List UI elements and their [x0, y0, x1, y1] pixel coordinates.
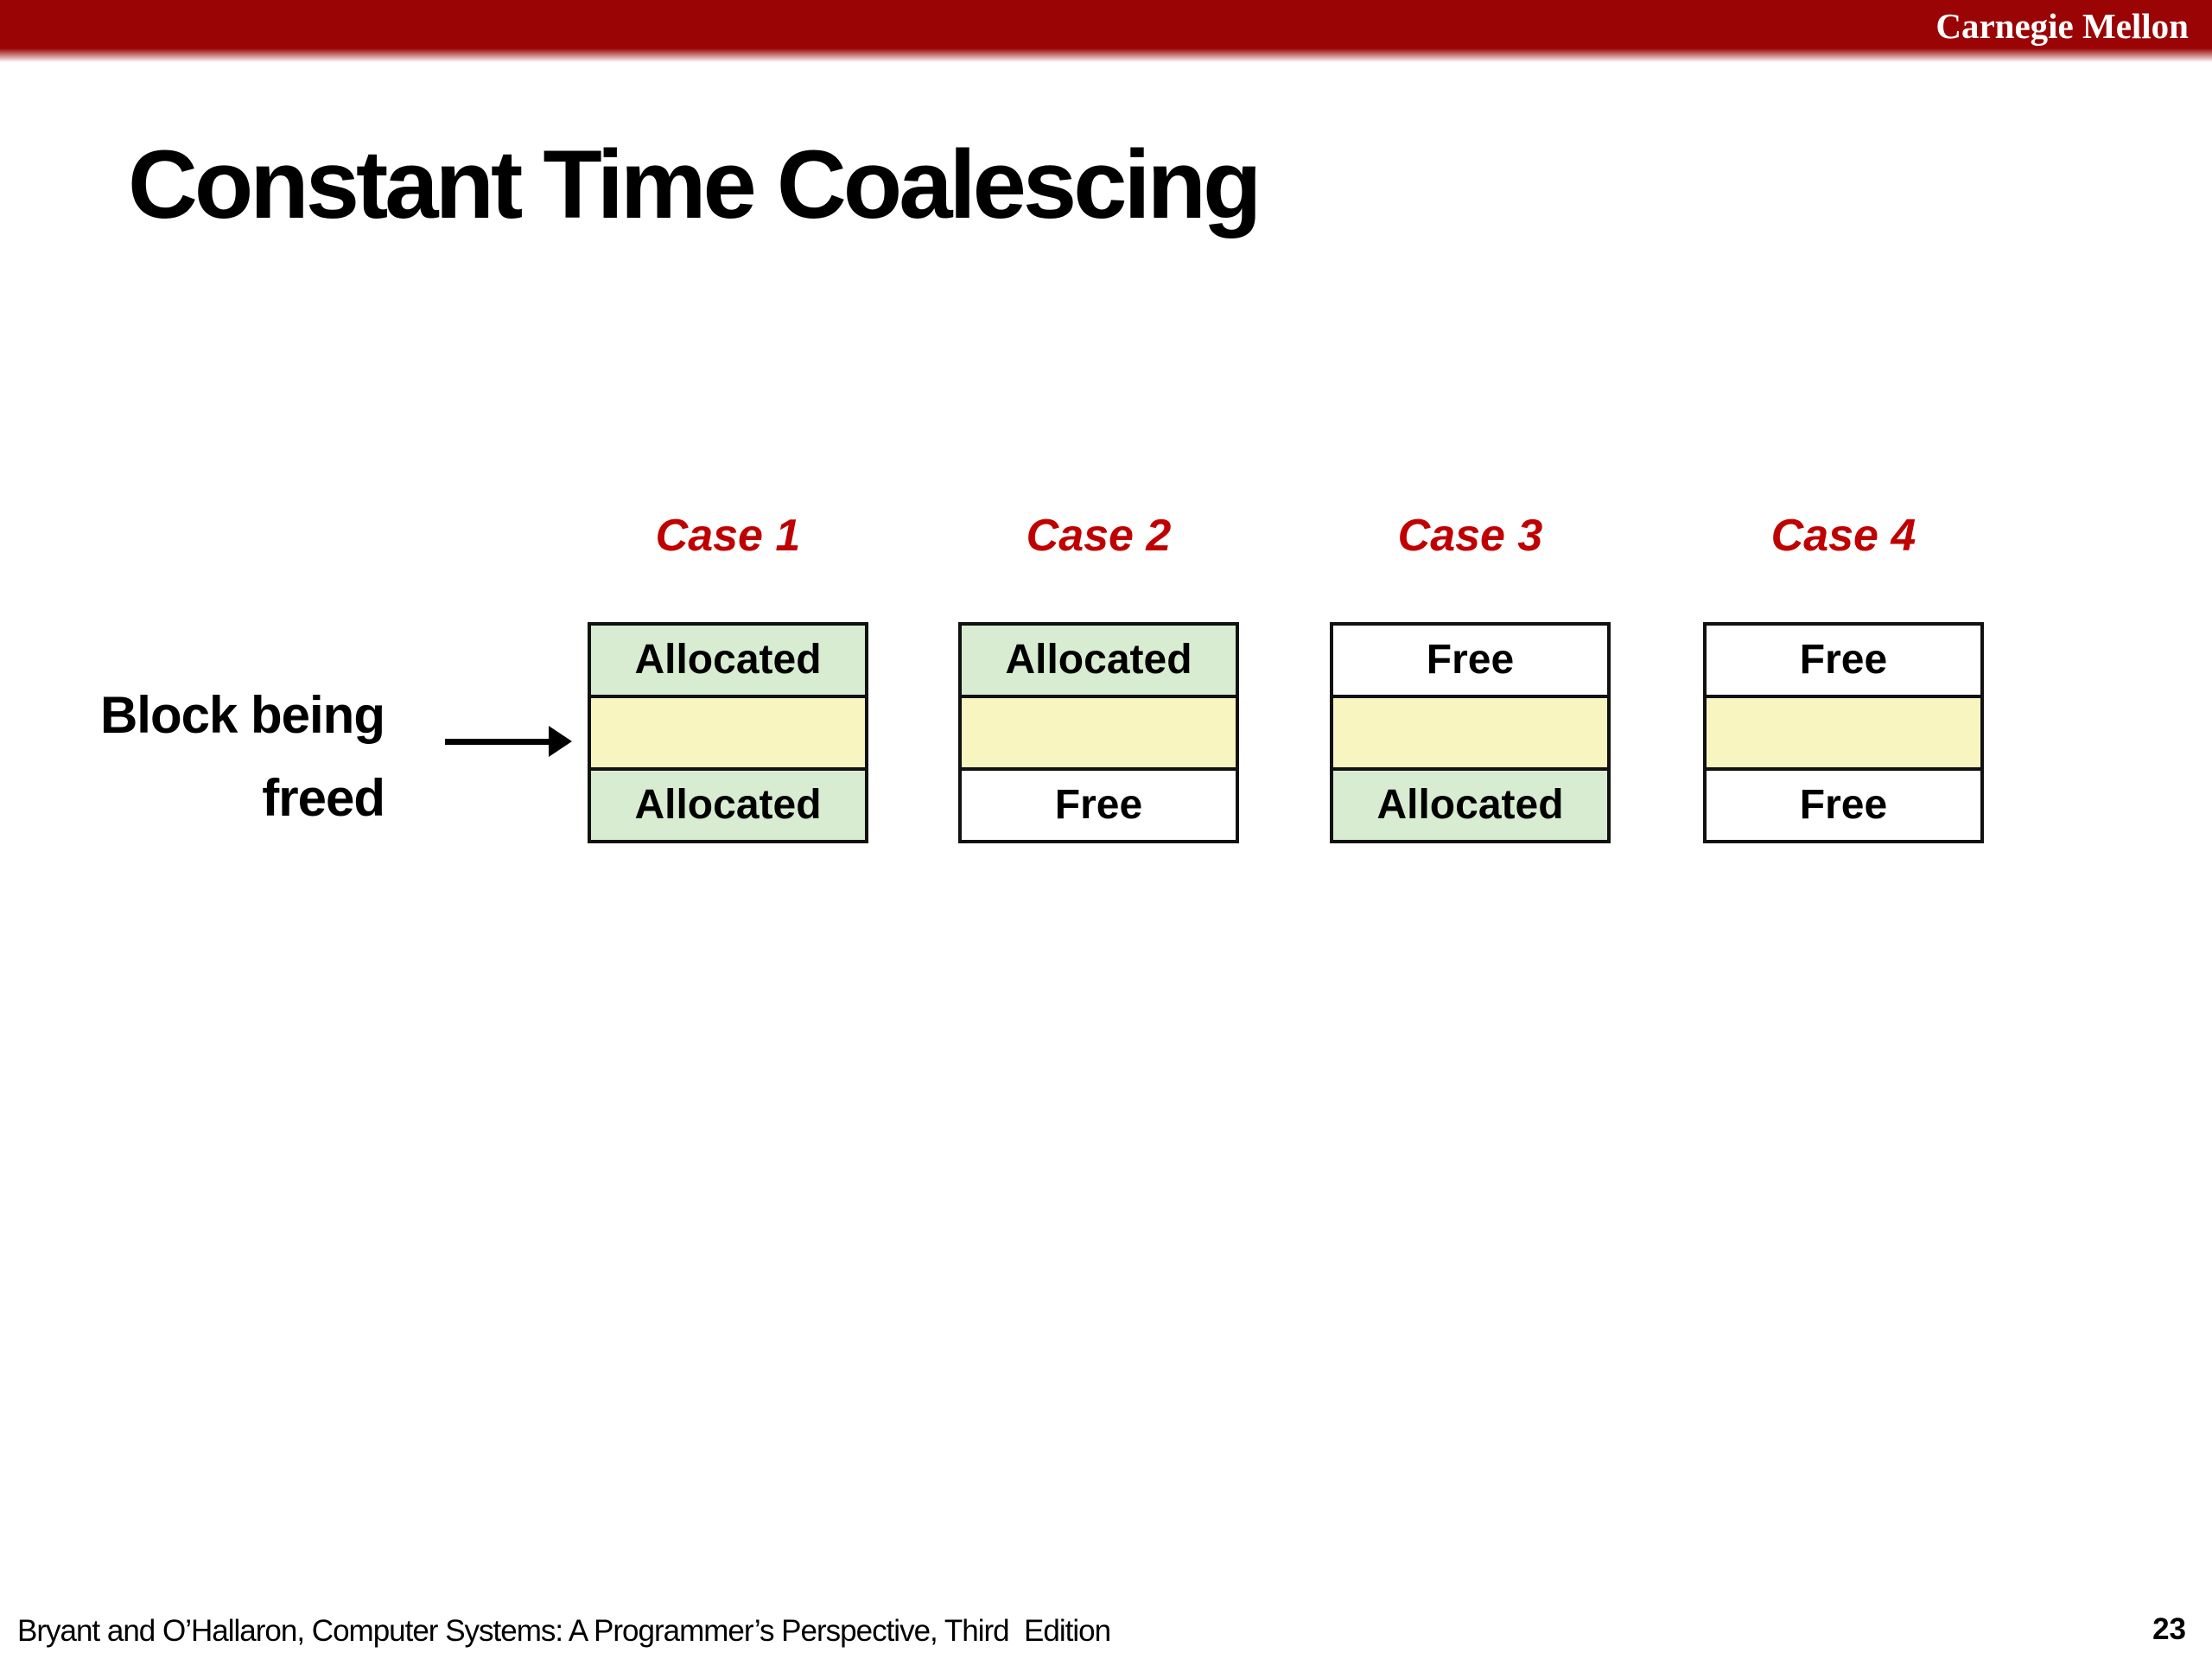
case-4-row-next: Free: [1707, 767, 1980, 840]
case-1-title: Case 1: [655, 511, 801, 561]
case-3-row-prev: Free: [1333, 626, 1607, 695]
page-title: Constant Time Coalescing: [128, 130, 1262, 238]
case-4-title: Case 4: [1770, 511, 1916, 561]
block-being-freed-line1: Block being: [99, 686, 385, 744]
arrow-head-icon: [549, 726, 572, 757]
case-3-column: Case 3 Free Allocated: [1330, 510, 1611, 843]
case-3-memory-box: Free Allocated: [1330, 622, 1611, 843]
case-3-row-freed: [1333, 695, 1607, 767]
case-1-column: Case 1 Allocated Allocated: [588, 510, 868, 843]
case-4-row-prev: Free: [1707, 626, 1980, 695]
case-4-row-freed: [1707, 695, 1980, 767]
block-being-freed-line2: freed: [262, 769, 385, 827]
case-4-column: Case 4 Free Free: [1703, 510, 1984, 843]
brand-wordmark: Carnegie Mellon: [1936, 6, 2189, 46]
right-arrow: [445, 726, 572, 758]
case-1-row-next: Allocated: [591, 767, 865, 840]
case-3-title: Case 3: [1397, 511, 1543, 561]
case-4-memory-box: Free Free: [1703, 622, 1984, 843]
case-1-row-freed: [591, 695, 865, 767]
block-being-freed-label: Block being freed: [69, 674, 385, 840]
case-1-row-prev: Allocated: [591, 626, 865, 695]
case-2-row-next: Free: [962, 767, 1236, 840]
case-2-title: Case 2: [1026, 511, 1172, 561]
case-1-memory-box: Allocated Allocated: [588, 622, 868, 843]
arrow-line: [445, 739, 550, 745]
case-2-row-prev: Allocated: [962, 626, 1236, 695]
case-3-row-next: Allocated: [1333, 767, 1607, 840]
case-2-row-freed: [962, 695, 1236, 767]
case-2-column: Case 2 Allocated Free: [958, 510, 1239, 843]
header-bar: Carnegie Mellon: [0, 0, 2212, 64]
page-number: 23: [2152, 1612, 2186, 1646]
footer-citation: Bryant and O’Hallaron, Computer Systems:…: [17, 1614, 1111, 1648]
case-2-memory-box: Allocated Free: [958, 622, 1239, 843]
